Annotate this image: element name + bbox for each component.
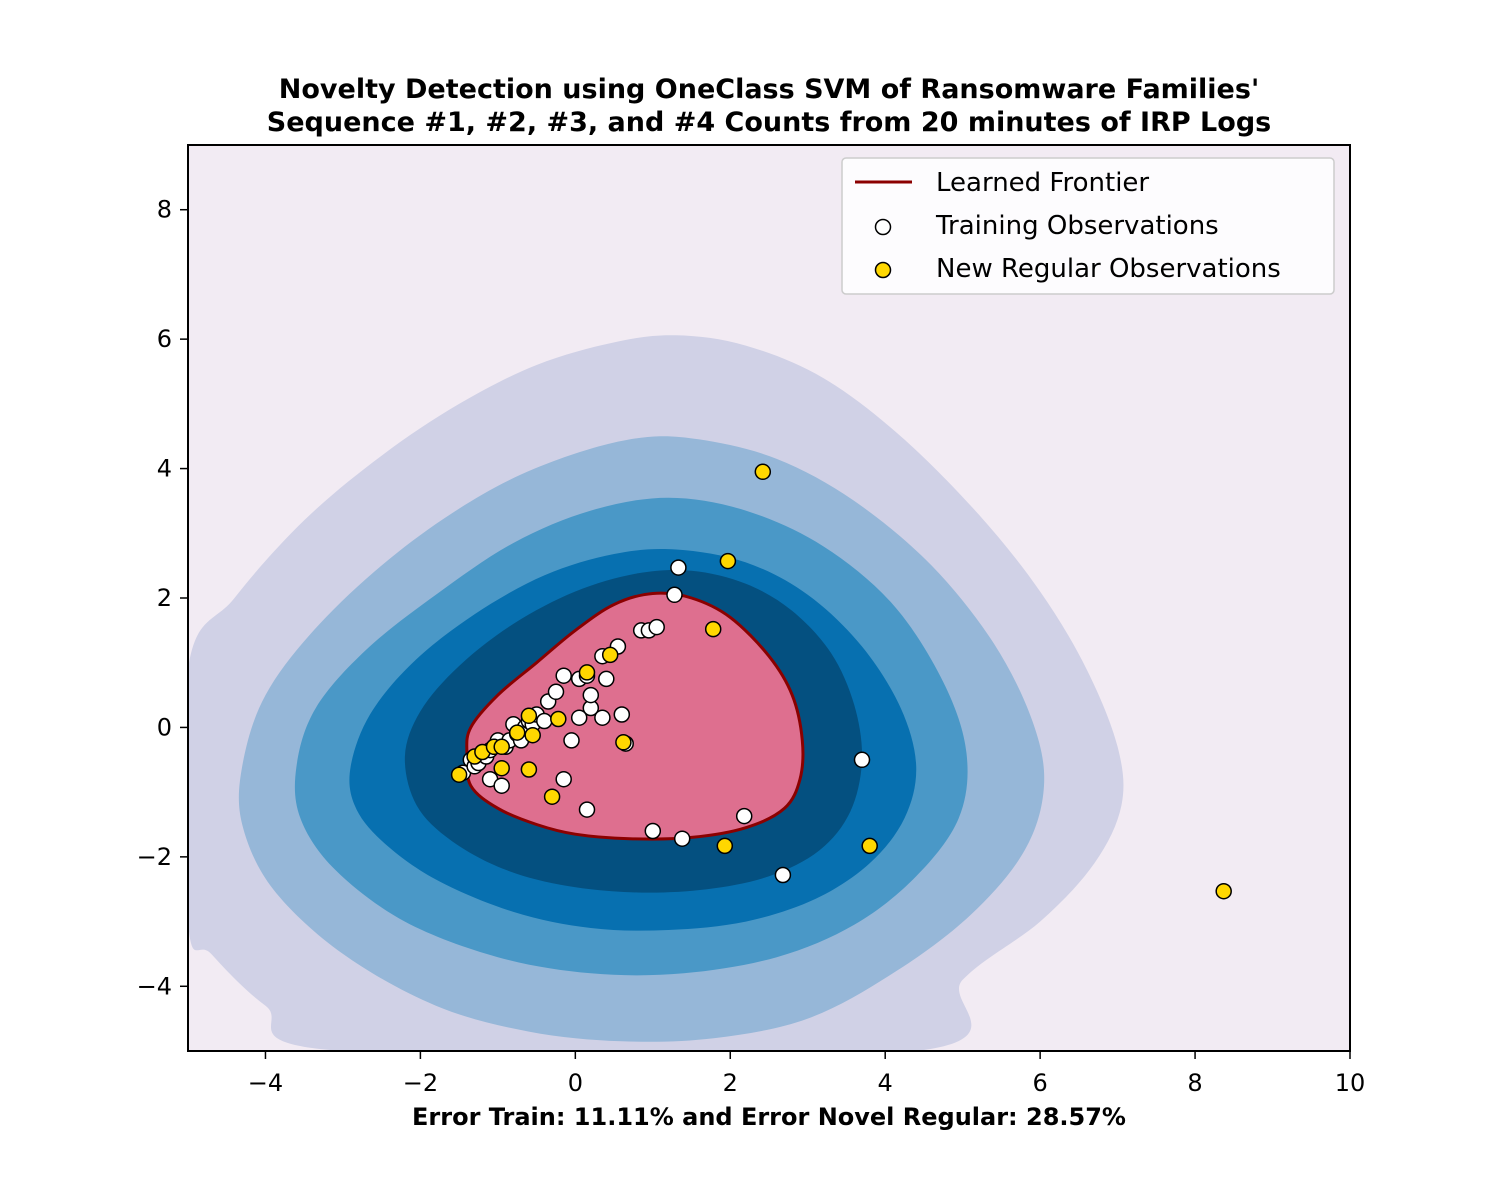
training-observation-point-29	[578, 801, 596, 818]
x-tick-label--4: −4	[248, 1069, 283, 1097]
legend-box	[841, 157, 1335, 295]
new-regular-observation-point-13	[601, 646, 619, 664]
new-regular-observation-point-0	[450, 766, 468, 783]
chart-title-line-1: Novelty Detection using OneClass SVM of …	[279, 74, 1259, 105]
learned-frontier-region	[465, 591, 805, 841]
training-observation-point-20	[536, 712, 553, 730]
training-observation-point-43	[670, 559, 687, 576]
new-regular-observation-point-12	[578, 664, 596, 681]
training-observation-point-46	[774, 866, 792, 884]
y-tick-label--2: −2	[137, 843, 172, 871]
new-regular-observation-point-20	[1215, 882, 1232, 900]
new-regular-observation-point-4	[493, 738, 510, 756]
training-observation-point-24	[555, 770, 572, 788]
x-tick-label--2: −2	[403, 1069, 438, 1097]
y-tick-label-2: 2	[157, 584, 172, 612]
legend-new-marker	[874, 261, 892, 279]
x-tick-label-2: 2	[723, 1069, 738, 1097]
training-observation-point-26	[570, 709, 588, 726]
y-tick-label-8: 8	[157, 196, 172, 224]
training-observation-point-40	[648, 618, 665, 636]
x-tick-label-4: 4	[878, 1069, 893, 1097]
x-axis-label: Error Train: 11.11% and Error Novel Regu…	[412, 1103, 1126, 1131]
legend: Learned Frontier Training Observations N…	[841, 157, 1335, 295]
x-tick-label-10: 10	[1335, 1069, 1366, 1097]
y-tick-label--4: −4	[137, 972, 172, 1000]
new-regular-observation-point-10	[543, 788, 561, 805]
training-observation-point-45	[735, 807, 753, 825]
y-tick-label-4: 4	[157, 455, 172, 483]
training-observation-point-44	[673, 830, 691, 847]
new-regular-observation-point-5	[493, 759, 510, 777]
y-axis: −4 −2 0 2 4 6 8	[137, 196, 188, 1000]
training-observation-point-36	[613, 706, 631, 723]
new-regular-observation-point-6	[508, 724, 526, 741]
training-observation-point-42	[666, 586, 683, 604]
legend-label-new-regular-observations: New Regular Observations	[936, 254, 1281, 284]
chart-title-line-2: Sequence #1, #2, #3, and #4 Counts from …	[267, 107, 1271, 138]
training-observation-point-41	[644, 822, 662, 840]
plot-area	[188, 145, 1350, 1051]
training-observation-point-22	[547, 683, 565, 701]
x-axis: −4 −2 0 2 4 6 8 10	[248, 1051, 1366, 1097]
training-observation-point-34	[598, 670, 615, 688]
training-observation-point-25	[563, 732, 580, 749]
new-regular-observation-point-8	[520, 761, 538, 778]
legend-training-marker	[874, 218, 892, 236]
new-regular-observation-point-18	[754, 463, 772, 481]
x-tick-label-8: 8	[1187, 1069, 1202, 1097]
new-regular-observation-point-19	[861, 837, 878, 855]
new-regular-observation-point-7	[520, 707, 538, 725]
y-tick-label-0: 0	[157, 713, 172, 741]
training-observation-point-47	[853, 751, 871, 769]
new-regular-observation-point-16	[716, 837, 734, 855]
x-tick-label-6: 6	[1032, 1069, 1047, 1097]
new-regular-observation-point-9	[524, 726, 541, 744]
y-tick-label-6: 6	[157, 325, 172, 353]
new-regular-observation-point-14	[615, 734, 632, 751]
training-observation-point-31	[582, 686, 600, 704]
training-observation-point-10	[493, 777, 510, 794]
legend-label-training-observations: Training Observations	[935, 211, 1219, 241]
legend-label-learned-frontier: Learned Frontier	[936, 168, 1149, 198]
learned-frontier-line	[465, 591, 805, 841]
x-tick-label-0: 0	[568, 1069, 583, 1097]
training-observation-point-23	[555, 667, 572, 684]
new-regular-observation-point-15	[704, 620, 722, 638]
new-regular-observation-point-17	[719, 552, 737, 570]
new-regular-observation-point-11	[550, 710, 567, 728]
new-regular-observations	[450, 463, 1232, 900]
training-observation-point-32	[594, 709, 611, 726]
